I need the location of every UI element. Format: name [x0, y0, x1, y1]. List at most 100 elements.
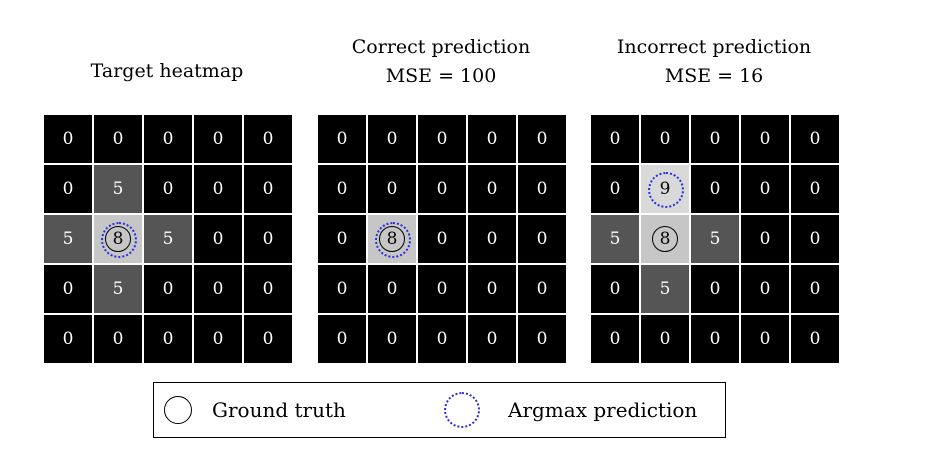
heatmap-cell: 0 — [244, 165, 292, 213]
cell-value: 5 — [659, 279, 671, 299]
heatmap-cell: 0 — [518, 265, 566, 313]
cell-value: 5 — [609, 229, 621, 249]
heatmap-cell: 5 — [641, 265, 689, 313]
cell-value: 0 — [112, 329, 124, 349]
cell-value: 8 — [112, 229, 124, 249]
argmax-prediction-marker — [648, 172, 684, 208]
cell-value: 0 — [609, 279, 621, 299]
cell-value: 0 — [536, 229, 548, 249]
cell-value: 0 — [436, 179, 448, 199]
cell-value: 0 — [336, 229, 348, 249]
cell-value: 0 — [809, 229, 821, 249]
cell-value: 0 — [212, 279, 224, 299]
heatmap-cell: 5 — [44, 215, 92, 263]
cell-value: 0 — [262, 179, 274, 199]
heatmap-cell: 0 — [468, 165, 516, 213]
heatmap-cell: 0 — [468, 315, 516, 363]
cell-value: 0 — [809, 179, 821, 199]
heatmap-cell: 0 — [318, 115, 366, 163]
heatmap-cell: 0 — [94, 115, 142, 163]
heatmap-cell: 0 — [144, 265, 192, 313]
cell-value: 0 — [486, 229, 498, 249]
legend-item-ground-truth: Ground truth — [164, 383, 346, 437]
cell-value: 0 — [609, 129, 621, 149]
heatmap-cell: 0 — [741, 315, 789, 363]
heatmap-cell: 9 — [641, 165, 689, 213]
incorrect-prediction-grid: 0 0 0 0 0 0 9 0 0 0 5 8 5 0 0 0 5 0 0 0 0 0 0 0 0 — [591, 115, 839, 363]
cell-value: 0 — [162, 279, 174, 299]
cell-value: 8 — [659, 229, 671, 249]
panel-title-line: Target heatmap — [90, 60, 244, 82]
heatmap-cell: 0 — [691, 115, 739, 163]
cell-value: 9 — [659, 179, 671, 199]
cell-value: 0 — [386, 279, 398, 299]
cell-value: 5 — [162, 229, 174, 249]
heatmap-cell: 0 — [591, 315, 639, 363]
cell-value: 0 — [112, 129, 124, 149]
panel-title-line: MSE = 100 — [385, 65, 497, 87]
heatmap-cell: 0 — [244, 115, 292, 163]
argmax-prediction-marker — [375, 222, 411, 258]
heatmap-cell: 0 — [791, 165, 839, 213]
cell-value: 0 — [486, 329, 498, 349]
heatmap-cell: 0 — [791, 265, 839, 313]
panel-title-line: MSE = 16 — [664, 65, 764, 87]
cell-value: 0 — [609, 329, 621, 349]
argmax-prediction-marker — [101, 222, 137, 258]
heatmap-cell: 0 — [194, 265, 242, 313]
cell-value: 0 — [709, 129, 721, 149]
heatmap-cell: 0 — [468, 115, 516, 163]
cell-value: 0 — [709, 179, 721, 199]
heatmap-cell: 0 — [194, 165, 242, 213]
cell-value: 0 — [536, 179, 548, 199]
heatmap-cell: 0 — [194, 315, 242, 363]
heatmap-cell: 0 — [518, 215, 566, 263]
heatmap-cell: 0 — [468, 215, 516, 263]
heatmap-cell: 0 — [418, 165, 466, 213]
cell-value: 0 — [759, 179, 771, 199]
cell-value: 0 — [759, 329, 771, 349]
heatmap-cell: 0 — [518, 165, 566, 213]
cell-value: 0 — [262, 229, 274, 249]
legend-label-argmax: Argmax prediction — [508, 398, 698, 422]
heatmap-cell: 0 — [368, 315, 416, 363]
cell-value: 0 — [536, 129, 548, 149]
cell-value: 0 — [486, 179, 498, 199]
heatmap-cell: 8 — [641, 215, 689, 263]
cell-value: 0 — [212, 129, 224, 149]
heatmap-cell: 0 — [518, 315, 566, 363]
heatmap-cell: 0 — [318, 215, 366, 263]
heatmap-cell: 0 — [518, 115, 566, 163]
cell-value: 0 — [262, 129, 274, 149]
target-heatmap-grid: 0 0 0 0 0 0 5 0 0 0 5 8 5 0 0 0 5 0 0 0 0 0 0 0 0 — [44, 115, 292, 363]
heatmap-cell: 0 — [741, 265, 789, 313]
cell-value: 5 — [112, 179, 124, 199]
cell-value: 5 — [709, 229, 721, 249]
heatmap-cell: 0 — [144, 115, 192, 163]
heatmap-cell: 0 — [791, 315, 839, 363]
cell-value: 0 — [336, 329, 348, 349]
heatmap-cell: 0 — [691, 265, 739, 313]
cell-value: 0 — [759, 229, 771, 249]
heatmap-cell: 0 — [791, 115, 839, 163]
heatmap-cell: 0 — [691, 315, 739, 363]
cell-value: 0 — [759, 279, 771, 299]
cell-value: 0 — [709, 329, 721, 349]
cell-value: 0 — [386, 129, 398, 149]
heatmap-cell: 0 — [418, 315, 466, 363]
heatmap-cell: 5 — [144, 215, 192, 263]
heatmap-cell: 0 — [44, 315, 92, 363]
heatmap-cell: 5 — [591, 215, 639, 263]
heatmap-cell: 0 — [44, 165, 92, 213]
heatmap-cell: 0 — [641, 115, 689, 163]
heatmap-cell: 0 — [244, 265, 292, 313]
heatmap-cell: 8 — [94, 215, 142, 263]
cell-value: 0 — [386, 329, 398, 349]
cell-value: 0 — [659, 129, 671, 149]
cell-value: 0 — [536, 279, 548, 299]
cell-value: 0 — [809, 329, 821, 349]
cell-value: 0 — [162, 179, 174, 199]
heatmap-cell: 0 — [691, 165, 739, 213]
heatmap-cell: 0 — [144, 315, 192, 363]
panel-title-line: Incorrect prediction — [616, 36, 812, 58]
